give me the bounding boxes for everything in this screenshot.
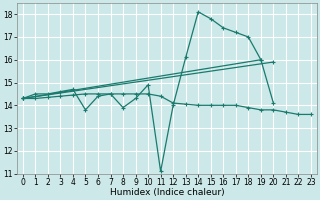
X-axis label: Humidex (Indice chaleur): Humidex (Indice chaleur) bbox=[109, 188, 224, 197]
